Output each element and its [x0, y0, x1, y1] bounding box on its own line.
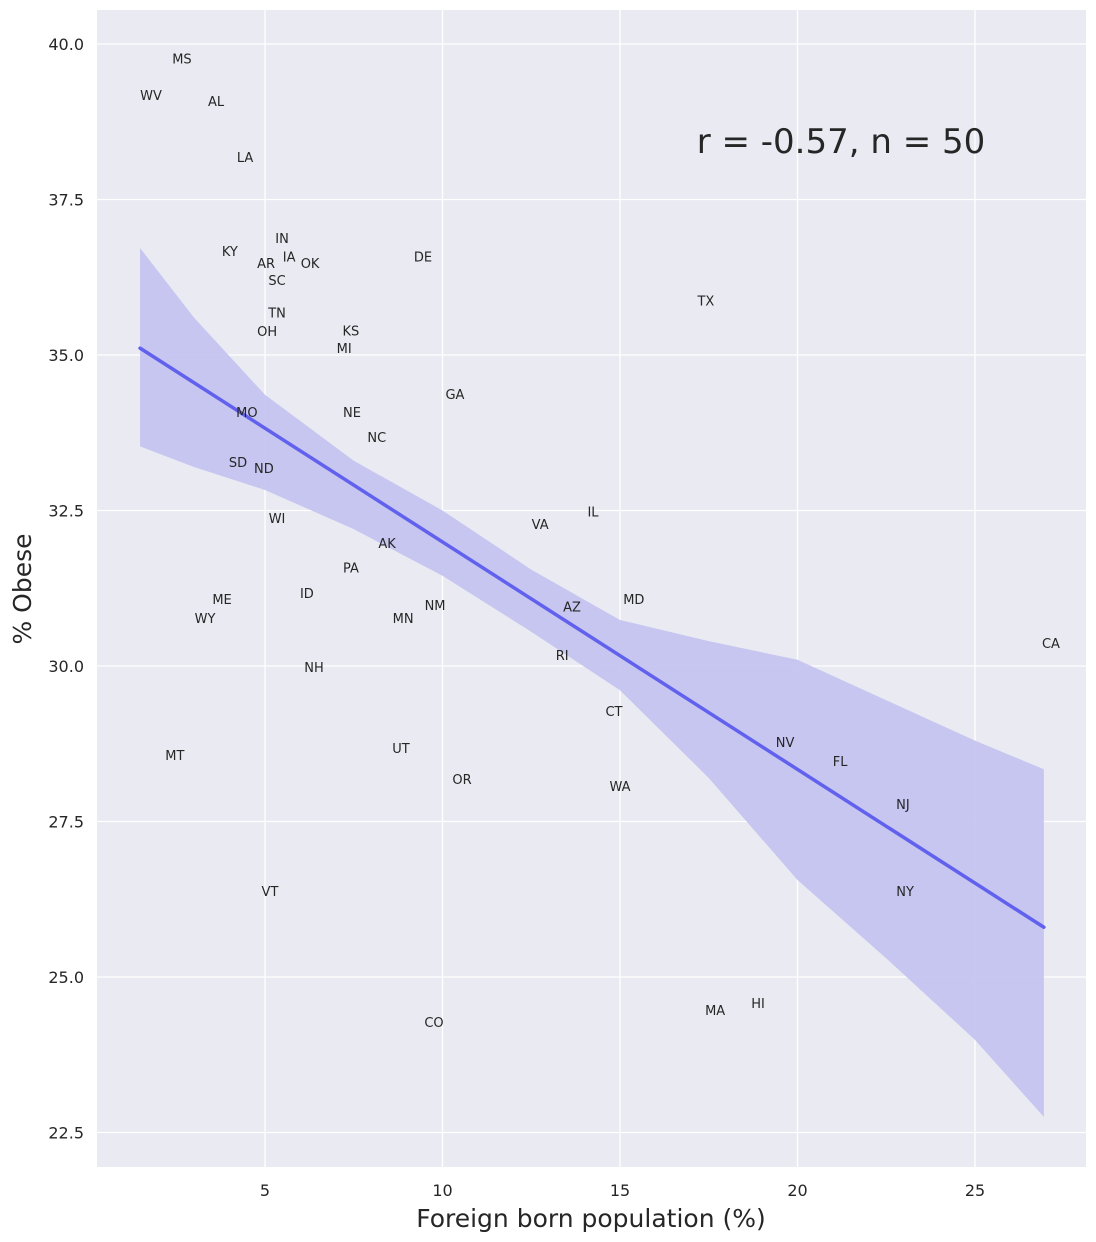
point-label-ms: MS [172, 52, 191, 67]
x-tick-label: 5 [260, 1181, 270, 1200]
regression-line-group [138, 346, 1046, 929]
point-label-nd: ND [254, 462, 274, 477]
y-tick-label: 35.0 [48, 346, 84, 365]
point-label-ak: AK [378, 537, 396, 552]
point-label-nj: NJ [896, 798, 910, 813]
point-label-oh: OH [257, 325, 277, 340]
point-label-md: MD [623, 593, 644, 608]
point-label-wy: WY [195, 612, 216, 627]
point-label-co: CO [424, 1016, 443, 1031]
point-label-ar: AR [257, 257, 275, 272]
point-label-ky: KY [222, 245, 238, 260]
y-tick-label: 37.5 [48, 191, 84, 210]
point-label-nm: NM [425, 599, 446, 614]
point-label-wa: WA [609, 780, 630, 795]
point-label-hi: HI [751, 997, 765, 1012]
y-tick-label: 27.5 [48, 813, 84, 832]
point-label-me: ME [212, 593, 231, 608]
regression-line [138, 346, 1046, 929]
point-label-ut: UT [392, 742, 410, 757]
point-label-mo: MO [236, 406, 257, 421]
point-label-il: IL [587, 506, 599, 521]
point-label-ks: KS [343, 325, 360, 340]
point-label-nv: NV [776, 736, 795, 751]
point-label-ia: IA [283, 251, 296, 266]
point-label-ga: GA [445, 388, 464, 403]
point-label-nh: NH [304, 661, 324, 676]
point-label-va: VA [532, 518, 549, 533]
point-label-ca: CA [1042, 637, 1060, 652]
y-tick-label: 32.5 [48, 502, 84, 521]
point-label-vt: VT [262, 885, 279, 900]
point-label-or: OR [452, 773, 471, 788]
y-tick-label: 25.0 [48, 968, 84, 987]
point-label-id: ID [300, 587, 314, 602]
point-label-sc: SC [268, 274, 285, 289]
tick-labels: 5 10 15 20 25 22.5 25.0 27.5 30.0 32.5 35.0 37.5 40.… [48, 35, 985, 1200]
point-label-nc: NC [367, 431, 386, 446]
point-label-sd: SD [229, 456, 247, 471]
point-label-ri: RI [556, 649, 569, 664]
point-label-ct: CT [605, 705, 622, 720]
point-label-ne: NE [343, 406, 361, 421]
y-tick-label: 30.0 [48, 657, 84, 676]
point-label-ma: MA [705, 1004, 725, 1019]
x-tick-label: 15 [610, 1181, 630, 1200]
point-label-ok: OK [301, 257, 320, 272]
point-label-al: AL [208, 95, 225, 110]
point-label-ny: NY [896, 885, 914, 900]
y-tick-label: 22.5 [48, 1124, 84, 1143]
x-tick-label: 10 [432, 1181, 452, 1200]
x-tick-label: 25 [965, 1181, 985, 1200]
point-label-mi: MI [337, 342, 352, 357]
point-label-fl: FL [833, 755, 848, 770]
point-label-wv: WV [140, 89, 162, 104]
point-label-la: LA [237, 151, 254, 166]
point-label-tx: TX [696, 294, 714, 309]
grid [97, 10, 1086, 1167]
point-label-mt: MT [165, 749, 184, 764]
point-labels: MS WV AL LA IN KY IA AR OK SC DE TX TN OH KS MI GA MO NE NC… [140, 52, 1060, 1030]
point-label-mn: MN [393, 612, 414, 627]
x-tick-label: 20 [787, 1181, 807, 1200]
correlation-annotation: r = -0.57, n = 50 [697, 122, 986, 162]
point-label-tn: TN [267, 307, 286, 322]
point-label-az: AZ [563, 600, 581, 615]
point-label-de: DE [414, 251, 432, 266]
y-axis-label: % Obese [8, 533, 37, 644]
point-label-wi: WI [269, 512, 286, 527]
x-axis-label: Foreign born population (%) [416, 1204, 766, 1233]
point-label-in: IN [275, 232, 289, 247]
y-tick-label: 40.0 [48, 35, 84, 54]
point-label-pa: PA [343, 562, 359, 577]
